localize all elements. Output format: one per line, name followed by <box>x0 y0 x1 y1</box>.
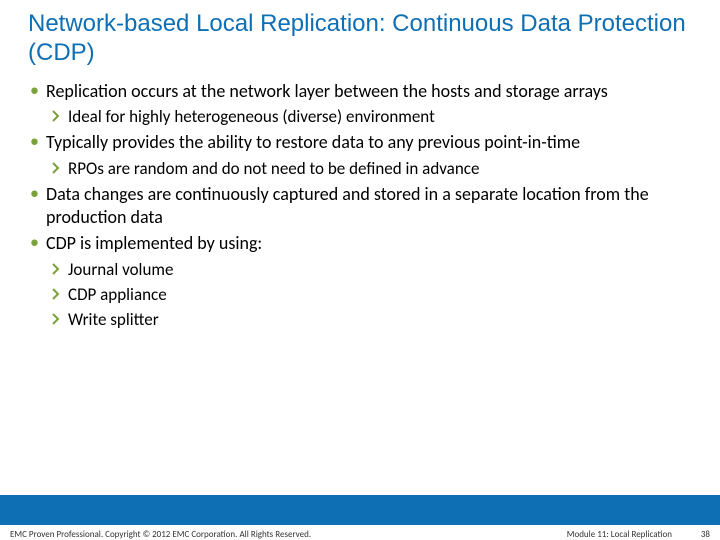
bullet-text: Replication occurs at the network layer … <box>46 80 608 102</box>
arrow-icon <box>52 263 60 275</box>
arrow-icon <box>52 110 60 122</box>
bullet-list: Replication occurs at the network layer … <box>28 80 692 331</box>
arrow-icon <box>52 288 60 300</box>
footer-module: Module 11: Local Replication <box>567 529 672 540</box>
bullet-level1: Data changes are continuously captured a… <box>28 183 692 228</box>
bullet-level1: Replication occurs at the network layer … <box>28 80 692 103</box>
footer-page-number: 38 <box>686 529 710 540</box>
bullet-level2: CDP appliance <box>28 284 692 305</box>
bullet-text: Ideal for highly heterogeneous (diverse)… <box>68 106 435 127</box>
bullet-text: RPOs are random and do not need to be de… <box>68 158 479 179</box>
bullet-level2: Journal volume <box>28 259 692 280</box>
footer-copyright: EMC Proven Professional. Copyright © 201… <box>10 529 311 540</box>
bullet-level2: Write splitter <box>28 309 692 330</box>
arrow-icon <box>52 162 60 174</box>
slide: Network-based Local Replication: Continu… <box>0 0 720 540</box>
slide-content: Network-based Local Replication: Continu… <box>0 0 720 495</box>
bullet-text: CDP appliance <box>68 284 167 305</box>
slide-title: Network-based Local Replication: Continu… <box>28 10 692 68</box>
footer-bar <box>0 495 720 525</box>
footer: EMC Proven Professional. Copyright © 201… <box>0 525 720 540</box>
bullet-text: Write splitter <box>68 309 159 330</box>
bullet-text: CDP is implemented by using: <box>46 232 262 254</box>
bullet-text: Typically provides the ability to restor… <box>46 131 580 153</box>
bullet-level2: Ideal for highly heterogeneous (diverse)… <box>28 106 692 127</box>
bullet-level1: Typically provides the ability to restor… <box>28 131 692 154</box>
bullet-text: Journal volume <box>68 259 173 280</box>
bullet-level1: CDP is implemented by using: <box>28 232 692 255</box>
arrow-icon <box>52 313 60 325</box>
footer-right-group: Module 11: Local Replication 38 <box>567 529 710 540</box>
bullet-level2: RPOs are random and do not need to be de… <box>28 158 692 179</box>
bullet-text: Data changes are continuously captured a… <box>46 183 649 228</box>
